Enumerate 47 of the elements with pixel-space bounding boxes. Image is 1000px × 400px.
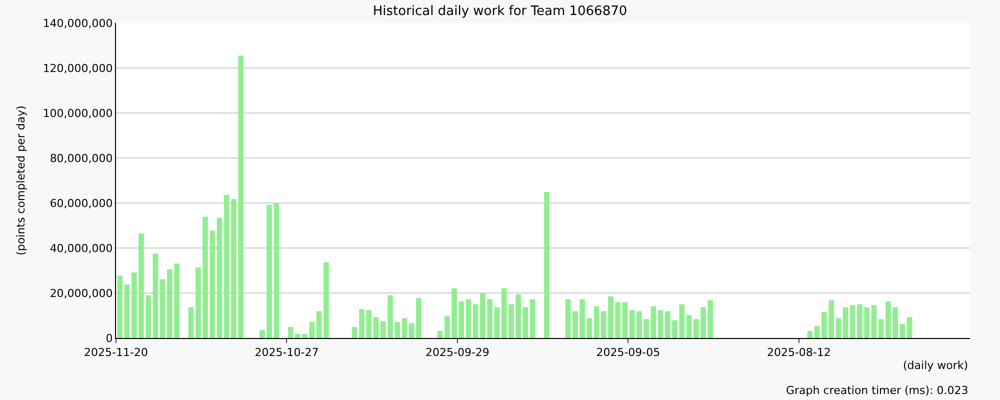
y-tick-label: 60,000,000	[50, 196, 113, 210]
x-axis-title: (daily work)	[903, 359, 968, 372]
y-tick-label: 140,000,000	[42, 16, 113, 30]
y-tick-label: 20,000,000	[50, 286, 113, 300]
bar	[152, 254, 158, 338]
bar	[900, 324, 906, 338]
bar	[216, 218, 222, 338]
bar	[124, 284, 130, 338]
bar	[466, 299, 472, 338]
bar	[373, 317, 379, 338]
text: Graph creation timer (ms): 0.023	[786, 384, 968, 397]
bar	[309, 322, 315, 338]
y-tick-label: 40,000,000	[50, 242, 113, 255]
bar	[188, 307, 194, 338]
bar	[274, 202, 280, 338]
bar	[622, 302, 628, 338]
y-tick-label: 100,000,000	[42, 106, 113, 120]
y-tick-label: 80,000,000	[50, 152, 113, 165]
x-tick-label: 2025-10-27	[254, 346, 319, 360]
x-tick-label: 2025-08-12	[766, 346, 831, 360]
bar	[814, 326, 820, 338]
bar	[544, 192, 550, 338]
bar	[686, 315, 692, 338]
bar	[117, 275, 123, 338]
bar	[402, 318, 408, 338]
bar	[586, 318, 592, 338]
y-tick-label: 0	[106, 332, 113, 345]
bar	[494, 307, 500, 338]
bar	[437, 331, 443, 338]
bar	[416, 298, 422, 338]
bar	[408, 323, 414, 338]
y-tick-label: 120,000,000	[42, 62, 113, 75]
bar	[650, 306, 656, 338]
bar	[906, 317, 912, 338]
bar	[842, 307, 848, 338]
bar	[565, 299, 571, 338]
bar	[658, 310, 664, 338]
bar	[530, 299, 536, 338]
bar	[594, 306, 600, 338]
bar	[871, 305, 877, 338]
bar	[501, 288, 507, 338]
y-axis-title: (points completed per day)	[14, 106, 28, 256]
x-tick-label: 2025-11-20	[84, 346, 148, 360]
bar	[807, 331, 813, 338]
chart-title: Historical daily work for Team 1066870	[372, 4, 628, 20]
x-tick-label: 2025-09-29	[425, 346, 490, 360]
x-tick-label: 2025-09-05	[596, 346, 660, 360]
